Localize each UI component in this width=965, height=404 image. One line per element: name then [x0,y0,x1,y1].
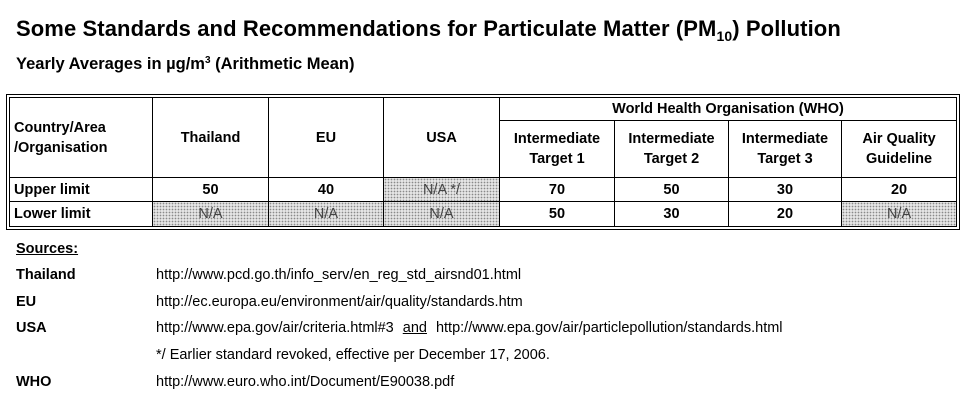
source-url-eu: http://ec.europa.eu/environment/air/qual… [156,294,523,310]
table-cell: 20 [729,202,842,226]
table-cell: 50 [615,178,729,202]
table-cell: 50 [500,202,615,226]
source-name-thailand: Thailand [16,267,76,283]
table-row-lower-limit: Lower limit N/A N/A N/A 50 30 20 N/A [10,202,957,226]
col-header-thailand: Thailand [153,98,269,178]
source-name-usa: USA [16,320,47,336]
source-url-thailand: http://www.pcd.go.th/info_serv/en_reg_st… [156,267,522,283]
subtitle-text-end: (Arithmetic Mean) [210,55,355,73]
col-header-eu: EU [269,98,384,178]
table-cell: 30 [615,202,729,226]
table-cell: 70 [500,178,615,202]
table-subheader-row: Intermediate Target 1 Intermediate Targe… [10,121,957,178]
col-header-air-quality-guideline: Air Quality Guideline [842,121,957,178]
table-cell-na: N/A */ [384,178,500,202]
table-header-row: Country/Area /Organisation Thailand EU U… [10,98,957,178]
source-url-usa-criteria: http://www.epa.gov/air/criteria.html#3 [156,320,394,336]
source-name-eu: EU [16,294,37,310]
table-cell-na: N/A [153,202,269,226]
standards-table: Country/Area /Organisation Thailand EU U… [5,94,961,230]
subtitle-superscript: 3 [204,55,211,66]
row-label-lower-limit: Lower limit [10,202,153,226]
source-urls-usa: http://www.epa.gov/air/criteria.html#3 an… [156,320,783,336]
table-cell: 30 [729,178,842,202]
col-header-interim-target-1: Intermediate Target 1 [500,121,615,178]
table-cell: 40 [269,178,384,202]
title-text-end: ) Pollution [732,16,841,41]
title-subscript: 10 [716,28,733,44]
corner-header: Country/Area /Organisation [10,98,153,178]
table-row-upper-limit: Upper limit 50 40 N/A */ 70 50 30 20 [10,178,957,202]
source-and-connector: and [402,320,427,336]
source-name-who: WHO [16,374,52,390]
table-cell-na: N/A [269,202,384,226]
table-cell: 20 [842,178,957,202]
subtitle-text: Yearly Averages in µg/m [16,55,205,73]
row-label-upper-limit: Upper limit [10,178,153,202]
usa-footnote: */ Earlier standard revoked, effective p… [156,347,550,363]
col-header-interim-target-2: Intermediate Target 2 [615,121,729,178]
page-title: Some Standards and Recommendations for P… [16,16,841,44]
title-text: Some Standards and Recommendations for P… [16,16,717,41]
table-cell: 50 [153,178,269,202]
source-url-who: http://www.euro.who.int/Document/E90038.… [156,374,455,390]
table-cell-na: N/A [842,202,957,226]
col-header-usa: USA [384,98,500,178]
source-url-usa-pm: http://www.epa.gov/air/particlepollution… [435,320,783,336]
col-header-interim-target-3: Intermediate Target 3 [729,121,842,178]
sources-heading: Sources: [16,241,79,257]
table-cell-na: N/A [384,202,500,226]
page-subtitle: Yearly Averages in µg/m3 (Arithmetic Mea… [16,55,354,74]
who-group-header: World Health Organisation (WHO) [500,98,957,121]
